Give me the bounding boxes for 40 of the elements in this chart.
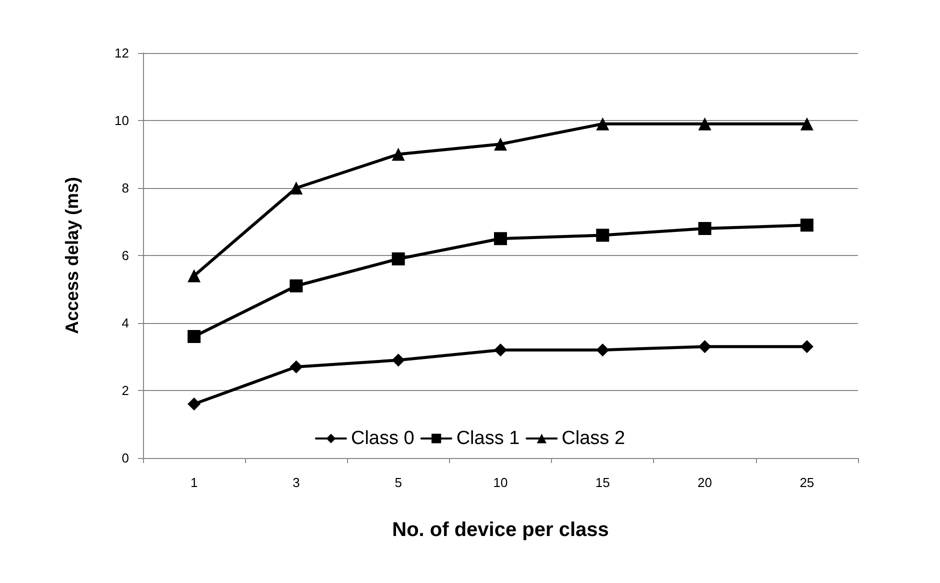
point [698,222,712,235]
x-tick-label: 3 [292,475,300,490]
point [494,344,507,356]
y-tick-label: 10 [114,113,129,128]
point [290,279,303,292]
x-tick-label: 15 [595,475,610,490]
point [392,148,405,161]
point [698,117,712,130]
point [392,252,405,266]
y-tick-label: 4 [122,316,129,330]
point [494,232,507,246]
y-tick-label: 6 [122,248,129,263]
point [188,269,201,282]
x-tick-label: 25 [800,475,814,490]
y-tick-label: 8 [122,180,129,196]
x-tick-label: 20 [698,475,712,490]
x-axis-title: No. of device per class [392,519,609,541]
point [698,340,712,354]
point [596,228,610,242]
legend-label: Class 0 [350,428,414,449]
y-tick-label: 2 [122,383,129,398]
point [188,330,201,343]
point [800,117,814,130]
x-tick-label: 1 [190,475,198,490]
point [800,340,814,354]
x-tick-label: 10 [493,475,508,490]
y-tick-label: 12 [114,46,129,60]
point [392,354,405,367]
x-tick-label: 5 [394,475,402,490]
y-axis-title: Access delay (ms) [62,176,82,334]
point [596,344,610,356]
point [290,360,303,374]
y-tick-label: 0 [122,450,129,466]
point [494,138,507,151]
point [188,398,201,410]
point [290,182,303,194]
point [800,218,814,232]
point [596,117,610,130]
legend-label: Class 2 [562,428,626,449]
legend-label: Class 1 [456,428,520,449]
